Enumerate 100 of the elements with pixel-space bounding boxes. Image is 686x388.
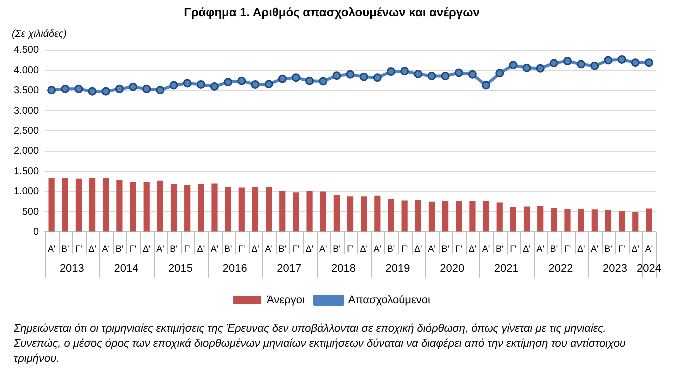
- point: [564, 57, 572, 66]
- point: [604, 56, 613, 65]
- text: 2019: [386, 263, 410, 276]
- y-tick-label: 4.000: [14, 65, 40, 76]
- bar: [388, 199, 394, 232]
- bar: [212, 184, 218, 232]
- point: [196, 80, 206, 89]
- x-tick-label: Β': [387, 244, 396, 254]
- bar: [347, 196, 354, 232]
- bar: [170, 184, 178, 232]
- bar: [510, 207, 516, 232]
- bar: [605, 210, 612, 232]
- x-tick-label: Δ': [632, 244, 640, 254]
- bar: [551, 208, 558, 232]
- x-tick-label: Γ': [456, 244, 463, 254]
- chart-title: Γράφημα 1. Αριθμός απασχολουμένων και ανέργων: [184, 6, 480, 20]
- point: [129, 82, 138, 92]
- x-tick-label: Β': [62, 244, 70, 254]
- x-tick-label: Γ': [184, 244, 192, 254]
- bar: [619, 211, 626, 232]
- x-tick-label: Α': [428, 244, 436, 254]
- x-tick-label: Β': [278, 244, 287, 254]
- point: [210, 82, 219, 92]
- x-tick-label: Α': [265, 244, 274, 254]
- point: [522, 64, 532, 72]
- x-tick-label: Δ': [523, 244, 532, 254]
- bar: [306, 190, 313, 232]
- point: [102, 87, 110, 96]
- point: [428, 72, 436, 81]
- x-tick-label: Α': [591, 244, 600, 254]
- point: [454, 68, 464, 78]
- bar: [334, 195, 340, 232]
- bar: [293, 192, 300, 232]
- bar: [62, 178, 68, 232]
- x-tick-label: Α': [48, 244, 56, 254]
- text: 2018: [331, 263, 356, 276]
- point: [292, 74, 300, 82]
- point: [61, 84, 70, 94]
- x-tick-label: Α': [210, 244, 219, 254]
- x-tick-label: Β': [224, 244, 232, 254]
- point: [88, 87, 97, 96]
- bar: [646, 208, 652, 232]
- bar: [428, 202, 436, 232]
- legend-label: Απασχολούμενοι: [348, 294, 432, 307]
- x-tick-label: Β': [442, 244, 450, 254]
- point: [414, 70, 423, 78]
- text: Συνεπώς, ο μέσος όρος των εποχικά διορθωμένων μηνιαίων εκτιμήσεων δύναται να διαφέρει από την εκτίμηση του αντίστοιχου τριμήνου.: [14, 337, 627, 367]
- x-tick-label: Α': [319, 244, 328, 254]
- bar: [402, 200, 408, 232]
- point: [224, 78, 233, 87]
- x-tick-label: Δ': [252, 244, 260, 254]
- bar: [361, 196, 368, 232]
- point: [577, 60, 586, 69]
- bar: [470, 201, 476, 232]
- y-tick-label: 500: [22, 206, 40, 218]
- bar: [496, 202, 503, 232]
- y-tick-label: 3.000: [14, 106, 40, 117]
- bar: [632, 212, 639, 232]
- text: 2020: [440, 263, 465, 276]
- x-tick-label: Α': [374, 244, 382, 254]
- bar: [266, 186, 272, 232]
- point: [346, 70, 355, 79]
- text: 2014: [114, 263, 139, 276]
- x-tick-label: Β': [550, 244, 558, 254]
- bar: [103, 178, 110, 232]
- point: [360, 72, 368, 82]
- text: 2024: [636, 263, 662, 276]
- x-tick-label: Α': [156, 244, 165, 254]
- x-tick-label: Α': [482, 244, 490, 254]
- point: [496, 69, 504, 78]
- x-tick-label: Γ': [564, 244, 572, 254]
- y-tick-label: 1.500: [14, 166, 40, 178]
- x-tick-label: Γ': [76, 244, 83, 254]
- point: [306, 76, 314, 86]
- bar: [76, 178, 82, 232]
- point: [170, 81, 178, 90]
- point: [386, 68, 396, 76]
- bar: [456, 201, 462, 232]
- bar: [320, 192, 326, 232]
- bar: [157, 180, 164, 232]
- x-tick-label: Β': [333, 244, 342, 254]
- point: [238, 76, 246, 86]
- text: 2015: [168, 263, 194, 276]
- bar: [442, 201, 449, 232]
- point: [590, 62, 600, 70]
- point: [264, 80, 274, 89]
- x-tick-label: Α': [645, 244, 654, 254]
- x-tick-label: Α': [536, 244, 545, 254]
- point: [550, 59, 558, 68]
- point: [400, 67, 410, 76]
- y-tick-label: 4.500: [14, 45, 40, 56]
- point: [441, 72, 450, 81]
- text: 2013: [60, 263, 84, 276]
- bar: [415, 200, 422, 232]
- bar: [48, 178, 55, 232]
- bar: [578, 209, 584, 232]
- bar: [374, 196, 381, 232]
- point: [631, 58, 640, 68]
- text: 2022: [548, 263, 574, 276]
- point: [183, 79, 192, 88]
